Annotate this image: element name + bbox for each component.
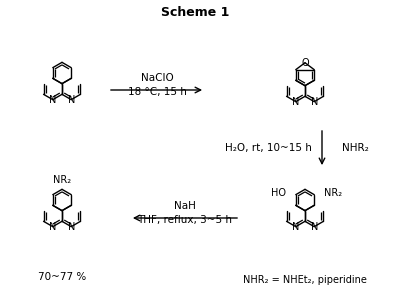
Text: HO: HO [271, 188, 286, 198]
Text: N: N [49, 222, 56, 232]
Text: NHR₂ = NHEt₂, piperidine: NHR₂ = NHEt₂, piperidine [243, 275, 367, 285]
Text: N: N [49, 95, 56, 105]
Text: N: N [310, 97, 318, 107]
Text: N: N [292, 222, 300, 232]
Text: H₂O, rt, 10~15 h: H₂O, rt, 10~15 h [224, 143, 312, 153]
Text: N: N [68, 222, 75, 232]
Text: NR₂: NR₂ [53, 175, 71, 185]
Text: NR₂: NR₂ [324, 188, 342, 198]
Text: NaH: NaH [174, 201, 196, 211]
Text: N: N [310, 222, 318, 232]
Text: N: N [292, 97, 300, 107]
Text: N: N [68, 95, 75, 105]
Text: O: O [301, 58, 309, 68]
Text: Scheme 1: Scheme 1 [161, 6, 229, 18]
Text: NHR₂: NHR₂ [342, 143, 368, 153]
Text: 70~77 %: 70~77 % [38, 272, 86, 282]
Text: NaClO: NaClO [141, 73, 173, 83]
Text: 18 °C, 15 h: 18 °C, 15 h [128, 87, 186, 97]
Text: THF, reflux, 3~5 h: THF, reflux, 3~5 h [138, 215, 232, 225]
